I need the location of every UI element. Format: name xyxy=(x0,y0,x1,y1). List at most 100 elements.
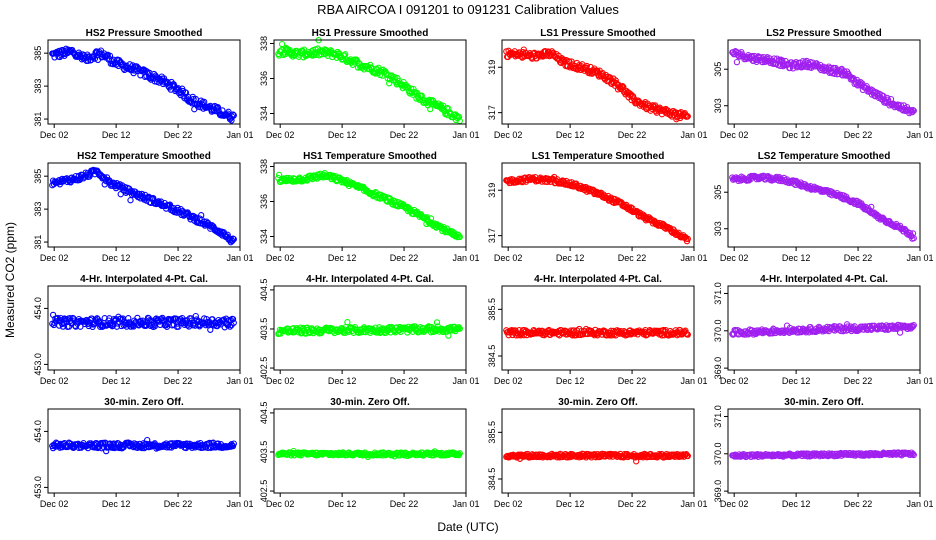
data-point xyxy=(910,235,917,242)
figure-title: RBA AIRCOA I 091201 to 091231 Calibratio… xyxy=(317,2,619,17)
plot-frame xyxy=(501,39,695,125)
y-tick-label: 453.0 xyxy=(33,476,43,499)
x-tick-label: Jan 01 xyxy=(452,253,479,263)
panel-title: 4-Hr. Interpolated 4-Pt. Cal. xyxy=(306,274,434,285)
panel-13: 30-min. Zero Off. Dec 02 Dec 12 Dec 22 Jan 0… xyxy=(33,397,254,509)
data-point xyxy=(743,330,750,337)
data-points xyxy=(49,166,237,246)
data-point xyxy=(175,323,182,330)
data-point xyxy=(386,80,393,87)
y-tick-label: 383 xyxy=(33,202,43,217)
plot-frame xyxy=(273,408,467,494)
panel-7: LS1 Temperature Smoothed Dec 02 Dec 12 Dec … xyxy=(487,151,708,263)
data-point xyxy=(229,111,237,118)
x-tick-label: Dec 22 xyxy=(164,130,193,140)
plot-frame xyxy=(47,285,241,371)
x-tick-label: Dec 12 xyxy=(328,130,357,140)
data-points xyxy=(275,319,463,339)
panel-title: HS2 Temperature Smoothed xyxy=(77,151,211,162)
data-points xyxy=(729,172,917,242)
y-tick-label: 371.0 xyxy=(713,282,723,305)
panel-16: 30-min. Zero Off. Dec 02 Dec 12 Dec 22 Jan 0… xyxy=(713,397,934,509)
x-tick-label: Dec 12 xyxy=(782,376,811,386)
panel-2: HS1 Pressure Smoothed Dec 02 Dec 12 Dec 22 J… xyxy=(259,28,480,140)
data-point xyxy=(588,70,596,77)
x-tick-label: Jan 01 xyxy=(906,499,933,509)
x-tick-label: Dec 22 xyxy=(390,253,419,263)
data-point xyxy=(206,222,213,229)
data-point xyxy=(418,92,425,99)
panel-4: LS2 Pressure Smoothed Dec 02 Dec 12 Dec 22 J… xyxy=(713,28,934,140)
y-tick-label: 381 xyxy=(33,112,43,127)
x-tick-label: Dec 12 xyxy=(328,253,357,263)
plot-frame xyxy=(501,285,695,371)
data-point xyxy=(733,58,741,66)
data-point xyxy=(168,204,175,211)
x-tick-label: Dec 22 xyxy=(844,376,873,386)
y-tick-label: 334 xyxy=(259,229,269,244)
data-point xyxy=(278,40,286,48)
data-point xyxy=(109,323,116,330)
x-tick-label: Jan 01 xyxy=(226,253,253,263)
y-tick-label: 319 xyxy=(487,183,497,198)
x-tick-label: Dec 12 xyxy=(102,499,131,509)
data-point xyxy=(456,233,463,241)
data-point xyxy=(456,325,463,332)
y-tick-label: 370.0 xyxy=(713,320,723,343)
panel-title: 30-min. Zero Off. xyxy=(104,397,184,408)
y-tick-label: 403.5 xyxy=(259,318,269,341)
data-point xyxy=(684,452,691,460)
data-point xyxy=(837,66,845,73)
x-tick-label: Dec 12 xyxy=(556,253,585,263)
data-point xyxy=(230,112,237,119)
x-tick-label: Dec 02 xyxy=(40,376,69,386)
panel-title: LS2 Pressure Smoothed xyxy=(766,28,882,39)
data-points xyxy=(503,325,691,339)
data-point xyxy=(445,332,452,339)
x-tick-label: Dec 02 xyxy=(266,130,295,140)
panel-9: 4-Hr. Interpolated 4-Pt. Cal. Dec 02 Dec 1… xyxy=(33,274,254,386)
y-tick-label: 383 xyxy=(33,79,43,94)
data-point xyxy=(910,107,917,114)
x-tick-label: Dec 12 xyxy=(102,253,131,263)
panel-14: 30-min. Zero Off. Dec 02 Dec 12 Dec 22 Jan 0… xyxy=(259,397,480,509)
x-tick-label: Dec 02 xyxy=(720,499,749,509)
data-point xyxy=(198,97,205,104)
x-tick-label: Dec 12 xyxy=(782,499,811,509)
panel-1: HS2 Pressure Smoothed Dec 02 Dec 12 Dec 22 J… xyxy=(33,28,254,140)
y-tick-label: 319 xyxy=(487,60,497,75)
data-point xyxy=(427,215,435,222)
x-tick-label: Dec 02 xyxy=(266,499,295,509)
data-point xyxy=(207,326,214,333)
panel-10: 4-Hr. Interpolated 4-Pt. Cal. Dec 02 Dec 1… xyxy=(259,274,480,386)
panel-3: LS1 Pressure Smoothed Dec 02 Dec 12 Dec 22 J… xyxy=(487,28,708,140)
data-point xyxy=(228,117,235,124)
data-points xyxy=(729,48,917,117)
panel-grid: HS2 Pressure Smoothed Dec 02 Dec 12 Dec 22 J… xyxy=(33,28,934,509)
data-point xyxy=(775,328,782,335)
y-tick-label: 303 xyxy=(713,221,723,236)
plot-frame xyxy=(727,39,921,125)
y-tick-label: 338 xyxy=(259,36,269,51)
data-point xyxy=(619,82,626,90)
x-tick-label: Dec 02 xyxy=(40,130,69,140)
x-tick-label: Dec 22 xyxy=(390,130,419,140)
data-point xyxy=(456,450,463,457)
data-point xyxy=(214,104,222,111)
x-tick-label: Jan 01 xyxy=(906,253,933,263)
data-point xyxy=(229,315,237,323)
x-tick-label: Dec 22 xyxy=(618,253,647,263)
data-point xyxy=(910,451,917,459)
data-point xyxy=(230,319,237,326)
x-tick-label: Dec 02 xyxy=(494,130,523,140)
panel-title: 30-min. Zero Off. xyxy=(330,397,410,408)
data-point xyxy=(455,113,463,121)
data-points xyxy=(49,311,237,333)
x-tick-label: Jan 01 xyxy=(452,499,479,509)
x-tick-label: Dec 12 xyxy=(782,130,811,140)
data-point xyxy=(583,62,590,70)
panel-title: LS2 Temperature Smoothed xyxy=(758,151,891,162)
y-tick-label: 317 xyxy=(487,105,497,120)
panel-title: LS1 Temperature Smoothed xyxy=(532,151,665,162)
data-point xyxy=(59,323,67,330)
